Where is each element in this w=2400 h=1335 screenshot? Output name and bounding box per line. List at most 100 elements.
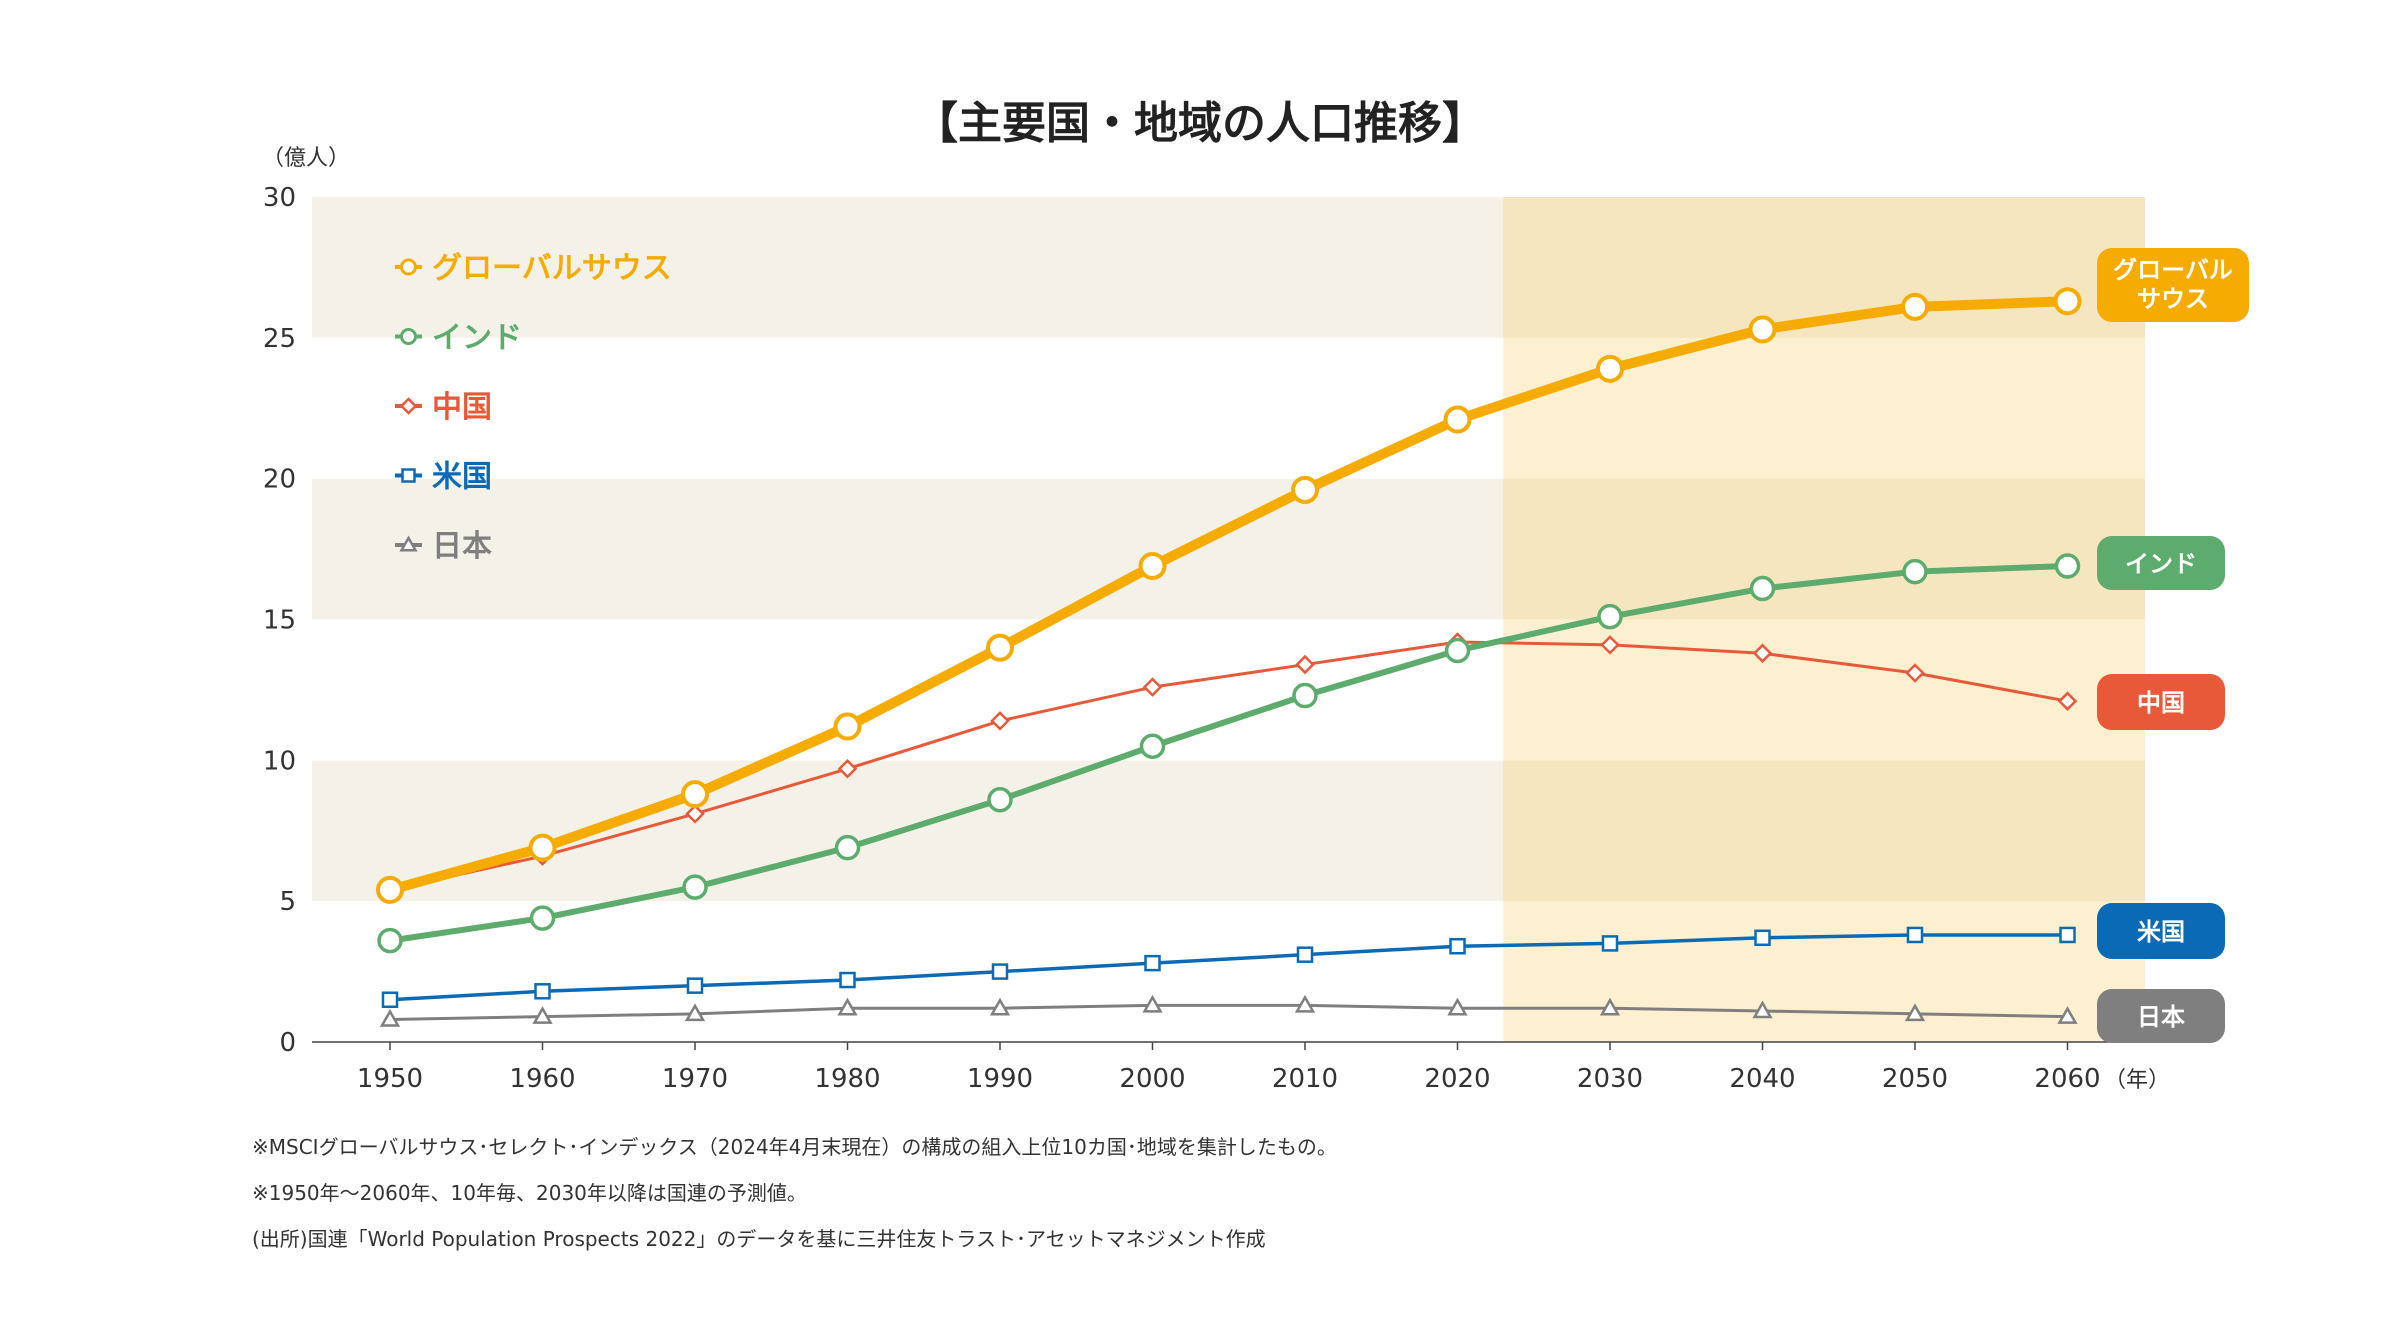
data-point bbox=[400, 258, 417, 276]
x-tick-label: 2050 bbox=[1882, 1064, 1948, 1094]
x-tick-label: 1960 bbox=[509, 1064, 575, 1094]
data-point bbox=[1601, 935, 1619, 952]
data-point bbox=[686, 977, 704, 994]
data-point bbox=[987, 787, 1013, 813]
x-tick-label: 1990 bbox=[967, 1064, 1033, 1094]
data-point bbox=[991, 963, 1009, 980]
data-point bbox=[528, 833, 557, 862]
data-point bbox=[1294, 994, 1316, 1013]
data-point bbox=[1599, 997, 1621, 1016]
end-label-box bbox=[2097, 674, 2225, 730]
background-band bbox=[312, 337, 2145, 479]
background-band bbox=[312, 619, 2145, 761]
series-0 bbox=[376, 287, 2082, 904]
y-tick-label: 30 bbox=[263, 183, 296, 213]
end-label-box bbox=[2097, 248, 2249, 322]
data-point bbox=[986, 633, 1014, 662]
footnotes: ※MSCIグローバルサウス･セレクト･インデックス（2024年4月末現在）の構成… bbox=[252, 1124, 1337, 1262]
x-tick-label: 2040 bbox=[1729, 1064, 1795, 1094]
data-point bbox=[534, 983, 551, 1000]
series-line bbox=[388, 640, 2069, 892]
x-tick-label: 2000 bbox=[1119, 1064, 1185, 1094]
data-point bbox=[376, 875, 404, 904]
data-point bbox=[837, 759, 858, 779]
data-point bbox=[2057, 1006, 2078, 1024]
data-point bbox=[1142, 994, 1163, 1013]
data-point bbox=[839, 971, 856, 989]
y-tick-label: 15 bbox=[263, 606, 296, 636]
data-point bbox=[1449, 937, 1466, 955]
y-tick-label: 0 bbox=[279, 1028, 296, 1058]
data-point bbox=[1295, 654, 1315, 675]
data-point bbox=[989, 997, 1011, 1016]
footnote: ※1950年～2060年、10年毎、2030年以降は国連の予測値。 bbox=[252, 1181, 807, 1205]
data-point bbox=[1296, 946, 1314, 963]
data-point bbox=[401, 468, 416, 483]
data-point bbox=[2057, 691, 2078, 711]
data-point bbox=[681, 780, 709, 809]
data-point bbox=[834, 834, 861, 861]
x-tick-label: 1970 bbox=[662, 1064, 728, 1094]
background-band bbox=[312, 760, 2145, 902]
y-axis-ticks: 0 5 10 15 20 25 30 bbox=[263, 183, 296, 1058]
data-point bbox=[837, 997, 858, 1016]
end-label-text: 米国 bbox=[2137, 918, 2185, 946]
data-point bbox=[1600, 635, 1620, 655]
data-point bbox=[1447, 997, 1468, 1016]
chart-title: 【主要国・地域の人口推移】 bbox=[914, 98, 1486, 149]
legend-label: 米国 bbox=[432, 460, 492, 495]
series-1 bbox=[377, 553, 2081, 954]
data-point bbox=[2053, 287, 2082, 316]
series-4 bbox=[379, 994, 2078, 1027]
series-line bbox=[385, 296, 2073, 895]
data-point bbox=[399, 535, 418, 552]
end-label-box bbox=[2097, 903, 2225, 959]
data-point bbox=[1906, 926, 1924, 944]
y-tick-label: 10 bbox=[263, 746, 296, 776]
data-point bbox=[833, 712, 862, 741]
x-tick-label: 2060 bbox=[2034, 1064, 2100, 1094]
data-point bbox=[1139, 733, 1166, 759]
data-point bbox=[532, 1006, 553, 1024]
y-axis-unit: （億人） bbox=[262, 146, 350, 171]
data-point bbox=[1142, 677, 1163, 697]
background-band bbox=[312, 478, 2145, 620]
data-point bbox=[1292, 682, 1318, 709]
end-label-box bbox=[2097, 989, 2225, 1043]
end-label-text: グローバル bbox=[2113, 256, 2233, 284]
end-label-text: 日本 bbox=[2137, 1003, 2185, 1031]
data-point bbox=[529, 905, 556, 931]
end-label-text: 中国 bbox=[2137, 689, 2185, 717]
data-point bbox=[682, 874, 708, 900]
data-point bbox=[400, 328, 417, 345]
series-3 bbox=[381, 926, 2076, 1008]
data-point bbox=[2054, 553, 2081, 579]
data-point bbox=[685, 804, 705, 824]
data-point bbox=[1444, 637, 1471, 664]
footnote: ※MSCIグローバルサウス･セレクト･インデックス（2024年4月末現在）の構成… bbox=[252, 1135, 1337, 1159]
data-point bbox=[1748, 315, 1777, 344]
series-line bbox=[388, 933, 2070, 1002]
legend-label: 中国 bbox=[432, 390, 492, 425]
x-tick-label: 1980 bbox=[814, 1064, 880, 1094]
data-point bbox=[1597, 603, 1623, 630]
y-tick-label: 20 bbox=[263, 465, 296, 495]
y-tick-label: 25 bbox=[263, 324, 296, 354]
y-tick-label: 5 bbox=[279, 887, 296, 917]
data-point bbox=[1443, 405, 1472, 434]
x-tick-label: 2010 bbox=[1272, 1064, 1338, 1094]
series-line bbox=[387, 562, 2071, 944]
series-layer bbox=[376, 287, 2082, 1027]
data-point bbox=[2059, 926, 2076, 944]
data-point bbox=[1291, 475, 1319, 504]
legend-label: グローバルサウス bbox=[432, 251, 672, 286]
data-point bbox=[1596, 354, 1624, 383]
data-point bbox=[1754, 929, 1771, 947]
data-point bbox=[1749, 575, 1776, 602]
end-label-text: サウス bbox=[2137, 285, 2209, 313]
data-point bbox=[1752, 1000, 1773, 1019]
end-label-box bbox=[2097, 536, 2225, 590]
data-point bbox=[399, 397, 418, 415]
